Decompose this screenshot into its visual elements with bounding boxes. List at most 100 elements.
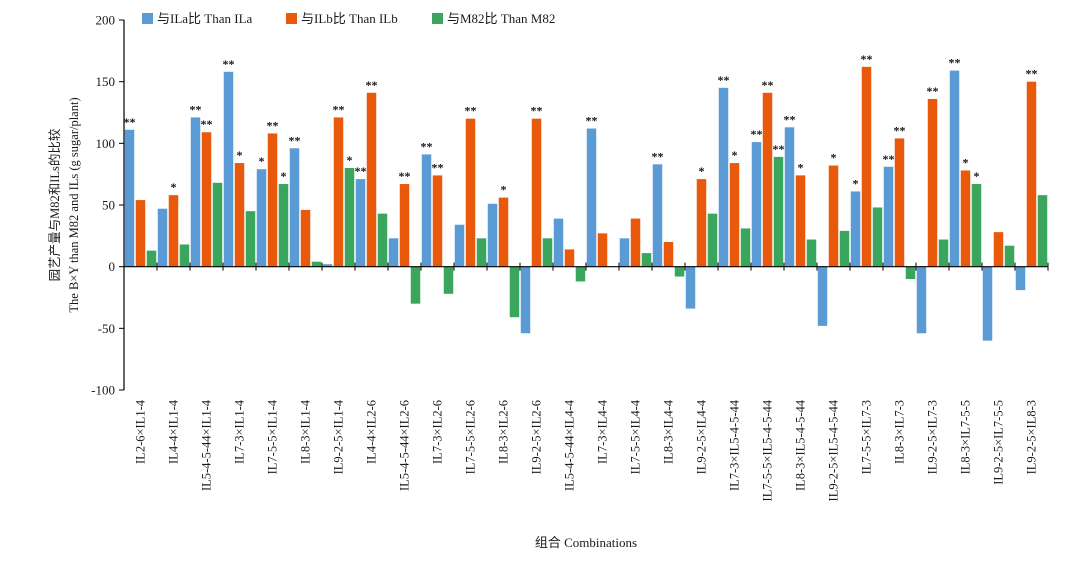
bar: [850, 191, 861, 267]
bar: [707, 213, 718, 267]
significance-label: *: [281, 169, 287, 183]
bar: [344, 168, 355, 267]
bar: [762, 92, 773, 267]
bar: [905, 266, 916, 279]
x-tick-label: IL7-3×IL1-4: [233, 399, 247, 464]
x-tick-label: IL7-5-5×IL7-3: [860, 400, 874, 474]
bar: [476, 238, 487, 267]
significance-label: **: [773, 142, 785, 156]
bar: [531, 118, 542, 267]
significance-label: **: [366, 78, 378, 92]
significance-label: **: [784, 112, 796, 126]
bar: [806, 239, 817, 267]
bar: [432, 175, 443, 267]
bar: [795, 175, 806, 267]
bar: [949, 70, 960, 267]
x-tick-label: IL9-2-5×IL8-3: [1025, 400, 1039, 474]
bar: [212, 182, 223, 267]
bar: [289, 148, 300, 267]
bar: [861, 66, 872, 267]
y-tick-label: 0: [109, 259, 116, 274]
bar: [168, 195, 179, 267]
x-tick-label: IL7-3×IL5-4-5-44: [728, 399, 742, 491]
y-tick-label: -100: [91, 383, 115, 398]
significance-label: *: [171, 180, 177, 194]
x-tick-label: IL7-5-5×IL1-4: [266, 399, 280, 474]
bar: [300, 209, 311, 267]
significance-label: **: [586, 114, 598, 128]
bar: [740, 228, 751, 267]
bar: [399, 184, 410, 267]
bar: [1004, 245, 1015, 267]
bar: [146, 250, 157, 267]
bar: [520, 266, 531, 334]
bar: [443, 266, 454, 294]
x-tick-label: IL8-3×IL1-4: [299, 399, 313, 464]
bar: [575, 266, 586, 282]
x-tick-label: IL9-2-5×IL7-3: [926, 400, 940, 474]
y-axis: -100 -50 0 50 100 150 200: [91, 13, 125, 398]
x-axis: IL2-6×IL1-4 IL4-4×IL1-4 IL5-4-5-44×IL1-4 IL…: [123, 262, 1049, 501]
significance-label: *: [853, 176, 859, 190]
significance-label: **: [927, 84, 939, 98]
y-axis-title-en: The B×Y than M82 and ILs (g sugar/plant): [67, 97, 81, 312]
y-tick-label: 150: [96, 74, 116, 89]
x-tick-label: IL8-3×IL7-3: [893, 400, 907, 464]
bar: [311, 261, 322, 267]
bar: [355, 179, 366, 267]
legend: 与ILa比 Than ILa 与ILb比 Than ILb 与M82比 Than M…: [142, 11, 555, 26]
bar: [927, 98, 938, 267]
significance-label: **: [124, 115, 136, 129]
x-tick-label: IL2-6×IL1-4: [134, 399, 148, 464]
bar: [157, 208, 168, 267]
y-tick-label: 200: [96, 13, 116, 28]
significance-label: *: [237, 148, 243, 162]
significance-label: **: [267, 118, 279, 132]
bar: [828, 165, 839, 267]
significance-label: **: [421, 139, 433, 153]
y-tick-label: 50: [102, 198, 115, 213]
bar: [586, 128, 597, 267]
significance-label: **: [333, 102, 345, 116]
x-axis-title: 组合 Combinations: [535, 535, 637, 550]
legend-swatch: [286, 13, 297, 24]
bar: [685, 266, 696, 309]
significance-label: **: [1026, 67, 1038, 81]
bar: [993, 232, 1004, 267]
bar: [190, 117, 201, 267]
bar: [894, 138, 905, 267]
x-tick-label: IL7-5-5×IL2-6: [464, 400, 478, 474]
bar: [179, 244, 190, 267]
bar: [971, 184, 982, 267]
bar: [421, 154, 432, 267]
significance-label: **: [751, 127, 763, 141]
bar: [938, 239, 949, 267]
significance-label: *: [347, 153, 353, 167]
bar: [223, 71, 234, 267]
bar: [674, 266, 685, 277]
x-tick-label: IL9-2-5×IL5-4-5-44: [827, 399, 841, 501]
significance-label: **: [894, 123, 906, 137]
x-tick-label: IL8-3×IL5-4-5-44: [794, 399, 808, 491]
bar: [652, 164, 663, 267]
x-tick-label: IL5-4-5-44×IL4-4: [563, 399, 577, 491]
bar: [245, 211, 256, 267]
significance-label: **: [718, 73, 730, 87]
legend-label: 与ILa比 Than ILa: [157, 11, 253, 26]
significance-label: **: [355, 164, 367, 178]
significance-label: *: [798, 160, 804, 174]
legend-swatch: [142, 13, 153, 24]
significance-label: *: [963, 155, 969, 169]
bar: [1037, 195, 1048, 267]
x-tick-label: IL9-2-5×IL4-4: [695, 399, 709, 474]
bar: [124, 129, 135, 267]
y-tick-label: 100: [96, 136, 116, 151]
bar: [597, 233, 608, 267]
y-axis-title-cn: 园艺产量与M82和ILs的比较: [47, 128, 62, 281]
bar: [1026, 81, 1037, 267]
bar: [817, 266, 828, 326]
significance-label: **: [223, 57, 235, 71]
significance-label: **: [399, 169, 411, 183]
